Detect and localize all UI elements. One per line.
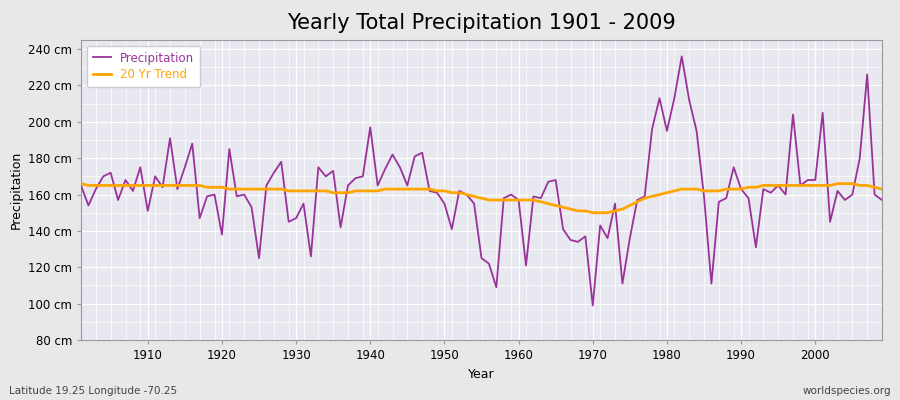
Title: Yearly Total Precipitation 1901 - 2009: Yearly Total Precipitation 1901 - 2009	[287, 13, 676, 33]
X-axis label: Year: Year	[468, 368, 495, 380]
Y-axis label: Precipitation: Precipitation	[9, 151, 22, 229]
Precipitation	[609, 201, 620, 206]
Precipitation	[677, 54, 688, 59]
Precipitation	[513, 198, 524, 202]
Text: worldspecies.org: worldspecies.org	[803, 386, 891, 396]
Legend: Precipitation, 20 Yr Trend: Precipitation, 20 Yr Trend	[87, 46, 200, 87]
Text: Latitude 19.25 Longitude -70.25: Latitude 19.25 Longitude -70.25	[9, 386, 177, 396]
Line: Precipitation: Precipitation	[81, 56, 882, 306]
20 Yr Trend	[135, 183, 146, 188]
20 Yr Trend	[298, 188, 309, 193]
20 Yr Trend	[609, 208, 620, 213]
Precipitation	[135, 165, 146, 170]
20 Yr Trend	[513, 198, 524, 202]
20 Yr Trend	[588, 210, 598, 215]
Precipitation	[877, 198, 887, 202]
Precipitation	[506, 192, 517, 197]
Precipitation	[588, 303, 598, 308]
20 Yr Trend	[76, 181, 86, 186]
Precipitation	[343, 183, 354, 188]
Precipitation	[298, 201, 309, 206]
20 Yr Trend	[343, 190, 354, 195]
20 Yr Trend	[877, 187, 887, 192]
20 Yr Trend	[506, 198, 517, 202]
Precipitation	[76, 183, 86, 188]
Line: 20 Yr Trend: 20 Yr Trend	[81, 184, 882, 213]
